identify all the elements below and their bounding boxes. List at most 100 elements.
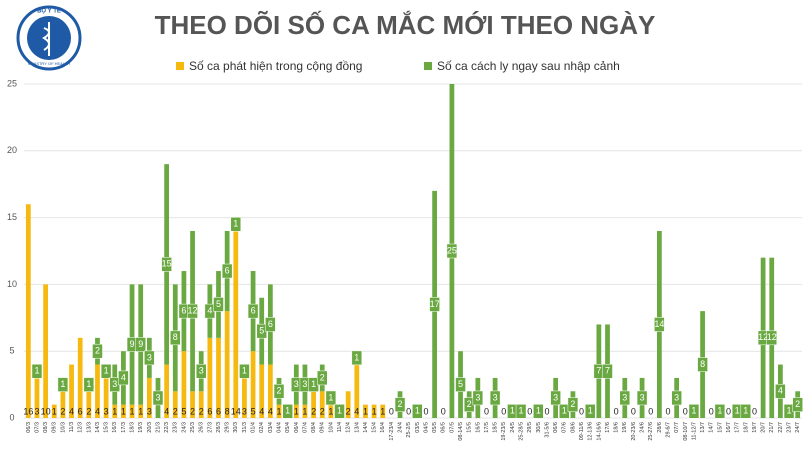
value-label-box — [83, 377, 95, 392]
x-tick-label: 07/3 — [34, 422, 40, 433]
value-label: 4 — [95, 406, 100, 416]
x-tick-label: 27/3 — [207, 422, 213, 433]
x-tick-label: 25/3 — [190, 422, 196, 433]
x-tick-label: 30/3 — [233, 422, 239, 433]
value-label: 0 — [579, 406, 584, 416]
y-tick-label: 25 — [7, 78, 17, 88]
value-label: 3 — [493, 392, 498, 402]
x-tick-label: 28/6 — [657, 422, 663, 433]
value-label: 2 — [277, 386, 282, 396]
x-tick-label: 15/4 — [372, 422, 378, 433]
x-tick-label: 08/6 — [570, 422, 576, 433]
bar — [250, 351, 256, 418]
x-tick-label: 19-23/5 — [501, 422, 507, 441]
value-label-box — [144, 350, 155, 366]
value-label: 0 — [726, 406, 731, 416]
x-tick-label: 16/4 — [380, 422, 386, 433]
value-label: 6 — [268, 319, 273, 329]
value-label: 15 — [162, 259, 172, 269]
logo-text: BỘ Y TẾ — [37, 7, 61, 15]
x-tick-label: 22/3 — [164, 422, 170, 433]
x-tick-label: 24/7 — [795, 422, 801, 433]
value-label: 1 — [787, 406, 792, 416]
value-label-box — [118, 370, 129, 386]
bar — [95, 364, 100, 418]
bar — [77, 337, 83, 418]
value-label-box — [602, 363, 613, 379]
value-label-box — [550, 390, 561, 406]
x-tick-label: 19/7 — [752, 422, 758, 433]
value-label: 10 — [41, 406, 51, 416]
x-tick-label: 17/6 — [605, 422, 611, 433]
value-label-box — [671, 390, 682, 406]
value-label: 3 — [112, 379, 117, 389]
value-label: 3 — [147, 352, 152, 362]
x-tick-label: 12-13/6 — [588, 422, 594, 441]
bar — [181, 351, 187, 418]
value-label: 1 — [337, 406, 342, 416]
x-tick-label: 04/5 — [423, 422, 429, 433]
value-label: 6 — [251, 305, 256, 315]
x-tick-label: 13/4 — [354, 422, 360, 433]
value-label: 2 — [467, 399, 472, 409]
x-tick-label: 15/5 — [467, 422, 473, 433]
value-label: 1 — [735, 406, 740, 416]
x-tick-label: 13/7 — [700, 422, 706, 433]
value-label-box — [455, 377, 466, 392]
value-label: 9 — [130, 339, 135, 349]
value-label-box — [282, 404, 293, 419]
value-label: 4 — [259, 406, 264, 416]
x-tick-label: 16/7 — [726, 422, 732, 433]
value-label: 3 — [104, 406, 109, 416]
value-label: 0 — [631, 406, 636, 416]
value-label: 1 — [112, 406, 117, 416]
value-label-box — [31, 363, 43, 379]
x-tick-label: 19/3 — [138, 422, 144, 433]
value-label: 1 — [380, 406, 385, 416]
x-tick-label: 04/4 — [276, 422, 282, 433]
x-tick-label: 10/3 — [60, 422, 66, 433]
value-label: 0 — [501, 406, 506, 416]
x-tick-label: 17/3 — [121, 422, 127, 433]
value-label: 6 — [78, 406, 83, 416]
value-label: 1 — [285, 406, 290, 416]
value-label-box — [239, 363, 250, 379]
value-label: 4 — [207, 305, 212, 315]
value-label: 2 — [398, 399, 403, 409]
value-label: 2 — [95, 346, 100, 356]
value-label: 5 — [216, 299, 221, 309]
x-tick-label: 12/4 — [346, 422, 352, 433]
value-label: 14 — [654, 319, 664, 329]
value-label-box — [161, 257, 172, 272]
value-label: 2 — [311, 406, 316, 416]
value-label: 1 — [717, 406, 722, 416]
x-tick-label: 22/7 — [778, 422, 784, 433]
value-label: 5 — [458, 379, 463, 389]
value-label-box — [92, 343, 103, 359]
x-tick-label: 20/3 — [147, 422, 153, 433]
value-label-box — [265, 317, 276, 332]
bar — [121, 404, 126, 418]
value-label-box — [533, 404, 544, 419]
bar — [276, 404, 282, 418]
value-label-box — [567, 397, 579, 412]
value-label: 1 — [104, 366, 109, 376]
x-tick-label: 02/4 — [259, 422, 265, 433]
value-label: 0 — [683, 406, 688, 416]
x-tick-label: 06/5 — [441, 422, 447, 433]
x-tick-label: 03/4 — [268, 422, 274, 433]
value-label: 1 — [121, 406, 126, 416]
value-label: 3 — [242, 406, 247, 416]
value-label: 3 — [294, 379, 299, 389]
x-tick-label: 31/3 — [242, 422, 248, 433]
bar — [207, 337, 213, 418]
value-label-box — [688, 404, 700, 419]
bar — [190, 391, 195, 418]
value-label-box — [446, 243, 458, 259]
value-label: 1 — [130, 406, 135, 416]
x-tick-label: 11/3 — [69, 422, 75, 432]
bar — [164, 364, 170, 418]
x-tick-label: 16/5 — [475, 422, 481, 433]
value-label: 0 — [648, 406, 653, 416]
